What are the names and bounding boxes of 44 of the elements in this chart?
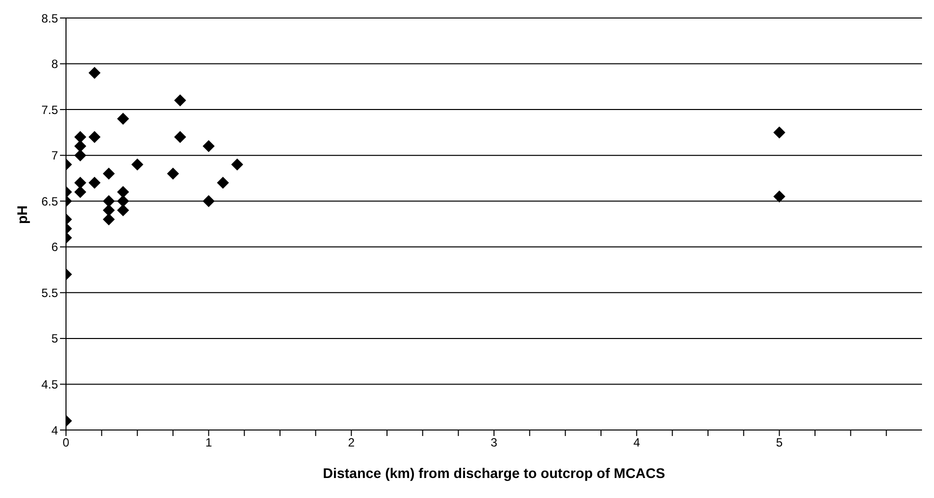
point <box>773 190 786 203</box>
point <box>74 176 86 189</box>
y-tick-label: 4 <box>51 423 58 438</box>
x-tick-label: 5 <box>776 436 783 450</box>
x-tick-label: 2 <box>348 436 355 450</box>
point <box>74 140 86 152</box>
y-tick-label: 7 <box>51 148 58 163</box>
point <box>202 140 215 152</box>
point <box>102 168 115 180</box>
point <box>117 186 130 198</box>
point <box>174 131 186 144</box>
point <box>167 168 179 180</box>
y-tick-label: 5 <box>51 332 58 346</box>
point <box>231 158 244 170</box>
point <box>102 195 115 208</box>
y-tick-label: 8 <box>51 57 58 72</box>
x-axis-title: Distance (km) from discharge to outcrop of MCACS <box>322 465 666 481</box>
point <box>88 66 101 79</box>
x-tick-label: 1 <box>205 436 212 450</box>
point <box>773 126 786 138</box>
point <box>174 94 186 106</box>
y-tick-label: 5.5 <box>41 286 58 300</box>
y-tick-label: 8.5 <box>41 11 58 26</box>
point <box>74 131 86 144</box>
point <box>102 204 115 216</box>
point <box>117 112 130 125</box>
x-tick-label: 0 <box>62 436 70 450</box>
y-tick-label: 6 <box>51 240 58 254</box>
point <box>74 149 86 162</box>
x-tick-label: 4 <box>633 436 640 450</box>
point <box>88 176 101 189</box>
point <box>117 204 130 216</box>
point <box>117 195 130 208</box>
x-tick-label: 3 <box>490 436 498 450</box>
y-axis-title: pH <box>14 205 30 224</box>
point <box>131 158 144 170</box>
point <box>102 213 115 226</box>
point <box>216 176 229 189</box>
y-tick-label: 7.5 <box>41 102 58 117</box>
y-tick-label: 4.5 <box>41 377 58 392</box>
point <box>74 186 86 198</box>
point <box>202 195 215 208</box>
point <box>88 131 101 144</box>
y-tick-label: 6.5 <box>41 194 58 208</box>
